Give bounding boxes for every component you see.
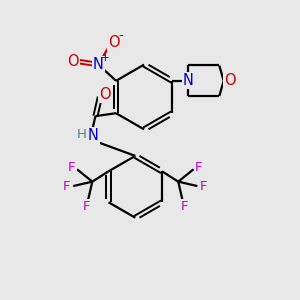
Text: O: O [108, 35, 120, 50]
Text: F: F [200, 180, 208, 193]
Text: F: F [195, 161, 202, 174]
Text: O: O [99, 87, 111, 102]
Text: F: F [83, 200, 90, 213]
Text: +: + [100, 53, 109, 63]
Text: O: O [224, 73, 236, 88]
Text: O: O [67, 54, 79, 69]
Text: -: - [119, 29, 123, 42]
Text: F: F [180, 200, 188, 213]
Text: F: F [63, 180, 70, 193]
Text: H: H [77, 128, 86, 141]
Text: N: N [88, 128, 99, 143]
Text: F: F [68, 161, 75, 174]
Text: N: N [183, 73, 194, 88]
Text: N: N [93, 57, 104, 72]
